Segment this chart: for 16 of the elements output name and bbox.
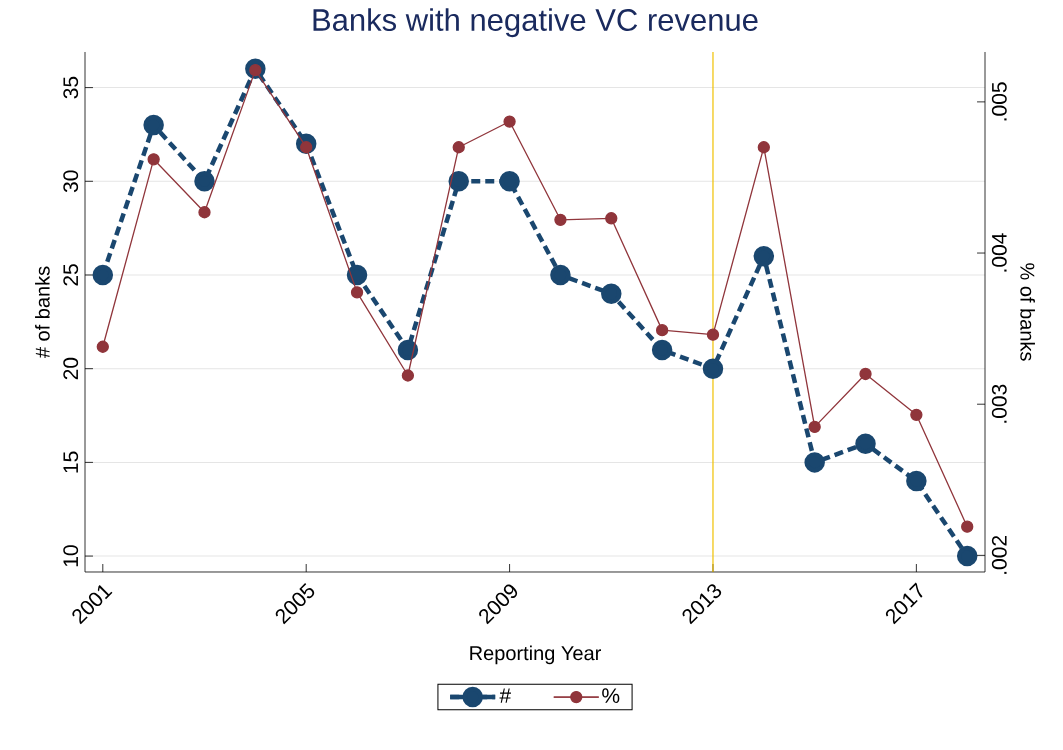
chart-title: Banks with negative VC revenue (313, 8, 758, 38)
y-tick-label: 30 (63, 170, 79, 193)
y-tick-label: 35 (63, 76, 79, 99)
y-tick-label: 20 (63, 357, 79, 380)
y2-tick-label: .002 (991, 536, 1007, 574)
y2-axis-title: % of banks (1020, 263, 1035, 361)
x-axis-title: Reporting Year (470, 645, 601, 665)
y2-tick-label: .005 (991, 82, 1007, 121)
y2-tick-label: .004 (991, 233, 1007, 272)
y2-tick-label: .003 (991, 384, 1007, 423)
y-axis-title: # of banks (35, 266, 50, 359)
legend-label: # (499, 688, 512, 703)
y-tick-label: 25 (63, 264, 79, 286)
y-tick-label: 10 (63, 545, 79, 567)
y-tick-label: 15 (63, 451, 79, 473)
legend-label: % (602, 688, 620, 703)
